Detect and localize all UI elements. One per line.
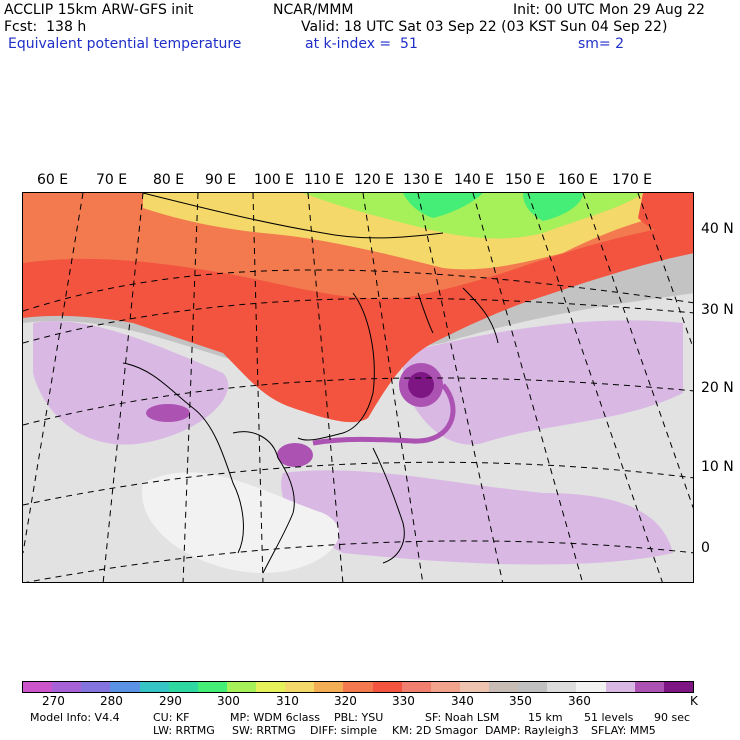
colorbar-swatch-15 [459, 682, 489, 692]
valid-time: Valid: 18 UTC Sat 03 Sep 22 (03 KST Sun … [301, 19, 668, 35]
colorbar-tick-360: 360 [568, 694, 591, 708]
center-label: NCAR/MMM [273, 2, 354, 18]
lon-label-110e: 110 E [304, 172, 345, 188]
footer-pbl: PBL: YSU [334, 711, 384, 724]
parallel-0 [25, 540, 693, 582]
colorbar-tick-350: 350 [509, 694, 532, 708]
footer-diff: DIFF: simple [310, 724, 378, 737]
lat-label-10n: 10 N [701, 459, 734, 475]
coast-japan [462, 287, 499, 344]
colorbar-tick-340: 340 [451, 694, 474, 708]
colorbar-swatch-16 [489, 682, 519, 692]
lon-label-150e: 150 E [505, 172, 546, 188]
colorbar-swatch-9 [285, 682, 315, 692]
colorbar-swatch-4 [139, 682, 169, 692]
smoothing-label: sm= 2 [578, 36, 625, 52]
colorbar-swatch-7 [226, 682, 256, 692]
lon-label-160e: 160 E [558, 172, 599, 188]
lon-label-70e: 70 E [96, 172, 128, 188]
convection-bay-of-bengal [146, 404, 190, 422]
coast-china [297, 292, 375, 441]
colorbar-swatch-11 [343, 682, 373, 692]
footer-damp: DAMP: Rayleigh3 [485, 724, 579, 737]
lat-label-20n: 20 N [701, 380, 734, 396]
footer-sflay: SFLAY: MM5 [591, 724, 656, 737]
colorbar-swatch-10 [314, 682, 344, 692]
footer-sf: SF: Noah LSM [425, 711, 500, 724]
footer-lw: LW: RRTMG [153, 724, 215, 737]
colorbar-swatch-18 [547, 682, 577, 692]
colorbar-swatch-22 [663, 682, 693, 692]
footer-levels: 51 levels [584, 711, 634, 724]
parallel-40n [23, 269, 693, 312]
footer-cu: CU: KF [153, 711, 190, 724]
colorbar-swatch-5 [168, 682, 198, 692]
graticule [23, 193, 693, 582]
map-canvas [23, 193, 693, 582]
init-time: Init: 00 UTC Mon 29 Aug 22 [513, 2, 705, 18]
colorbar-swatch-14 [430, 682, 460, 692]
lon-label-130e: 130 E [403, 172, 444, 188]
colorbar-swatch-20 [605, 682, 635, 692]
border-mongolia [142, 193, 444, 239]
lon-label-90e: 90 E [205, 172, 237, 188]
lon-label-80e: 80 E [153, 172, 185, 188]
colorbar-swatch-6 [197, 682, 227, 692]
lat-label-40n: 40 N [701, 221, 734, 237]
purple-patch-pacific [403, 320, 683, 445]
colorbar-swatch-2 [81, 682, 111, 692]
theta-e-map [22, 192, 694, 583]
level-label: at k-index = 51 [305, 36, 418, 52]
colorbar-tick-300: 300 [217, 694, 240, 708]
colorbar-tick-290: 290 [159, 694, 182, 708]
typhoon-band [312, 383, 456, 446]
colorbar [22, 681, 694, 693]
bright-green-patch [403, 193, 483, 218]
colorbar-swatch-3 [110, 682, 140, 692]
forecast-hour: Fcst: 138 h [4, 19, 87, 35]
convection-vietnam [277, 443, 313, 467]
colorbar-tick-270: 270 [42, 694, 65, 708]
field-name: Equivalent potential temperature [8, 36, 242, 52]
model-title: ACCLIP 15km ARW-GFS init [4, 2, 194, 18]
colorbar-swatch-8 [256, 682, 286, 692]
footer-model-info: Model Info: V4.4 [30, 711, 120, 724]
footer-resolution: 15 km [528, 711, 563, 724]
colorbar-tick-310: 310 [276, 694, 299, 708]
colorbar-swatch-17 [518, 682, 548, 692]
colorbar-swatch-19 [576, 682, 606, 692]
colorbar-swatch-0 [23, 682, 53, 692]
colorbar-tick-280: 280 [100, 694, 123, 708]
lat-label-0: 0 [701, 540, 710, 556]
coast-philippines [372, 447, 405, 564]
footer-km: KM: 2D Smagor [392, 724, 478, 737]
colorbar-tick-330: 330 [392, 694, 415, 708]
footer-sw: SW: RRTMG [232, 724, 296, 737]
lon-label-100e: 100 E [254, 172, 295, 188]
colorbar-unit: K [690, 694, 698, 708]
colorbar-swatch-12 [372, 682, 402, 692]
typhoon-core [408, 372, 434, 398]
colorbar-tick-320: 320 [334, 694, 357, 708]
coast-indochina [232, 431, 295, 574]
colorbar-swatch-1 [52, 682, 82, 692]
footer-mp: MP: WDM 6class [230, 711, 320, 724]
red-patch-northeast [638, 193, 693, 235]
lon-label-60e: 60 E [37, 172, 69, 188]
lon-label-170e: 170 E [612, 172, 653, 188]
coast-india [122, 362, 244, 554]
coastlines [122, 193, 499, 574]
lat-label-30n: 30 N [701, 302, 734, 318]
purple-patch-south [281, 470, 673, 565]
footer-timestep: 90 sec [654, 711, 691, 724]
colorbar-swatch-13 [401, 682, 431, 692]
bright-green-patch-2 [523, 193, 583, 221]
lon-label-120e: 120 E [354, 172, 395, 188]
parallel-20n [23, 377, 693, 426]
lon-label-140e: 140 E [454, 172, 495, 188]
coast-korea [417, 292, 434, 334]
colorbar-swatch-21 [634, 682, 664, 692]
